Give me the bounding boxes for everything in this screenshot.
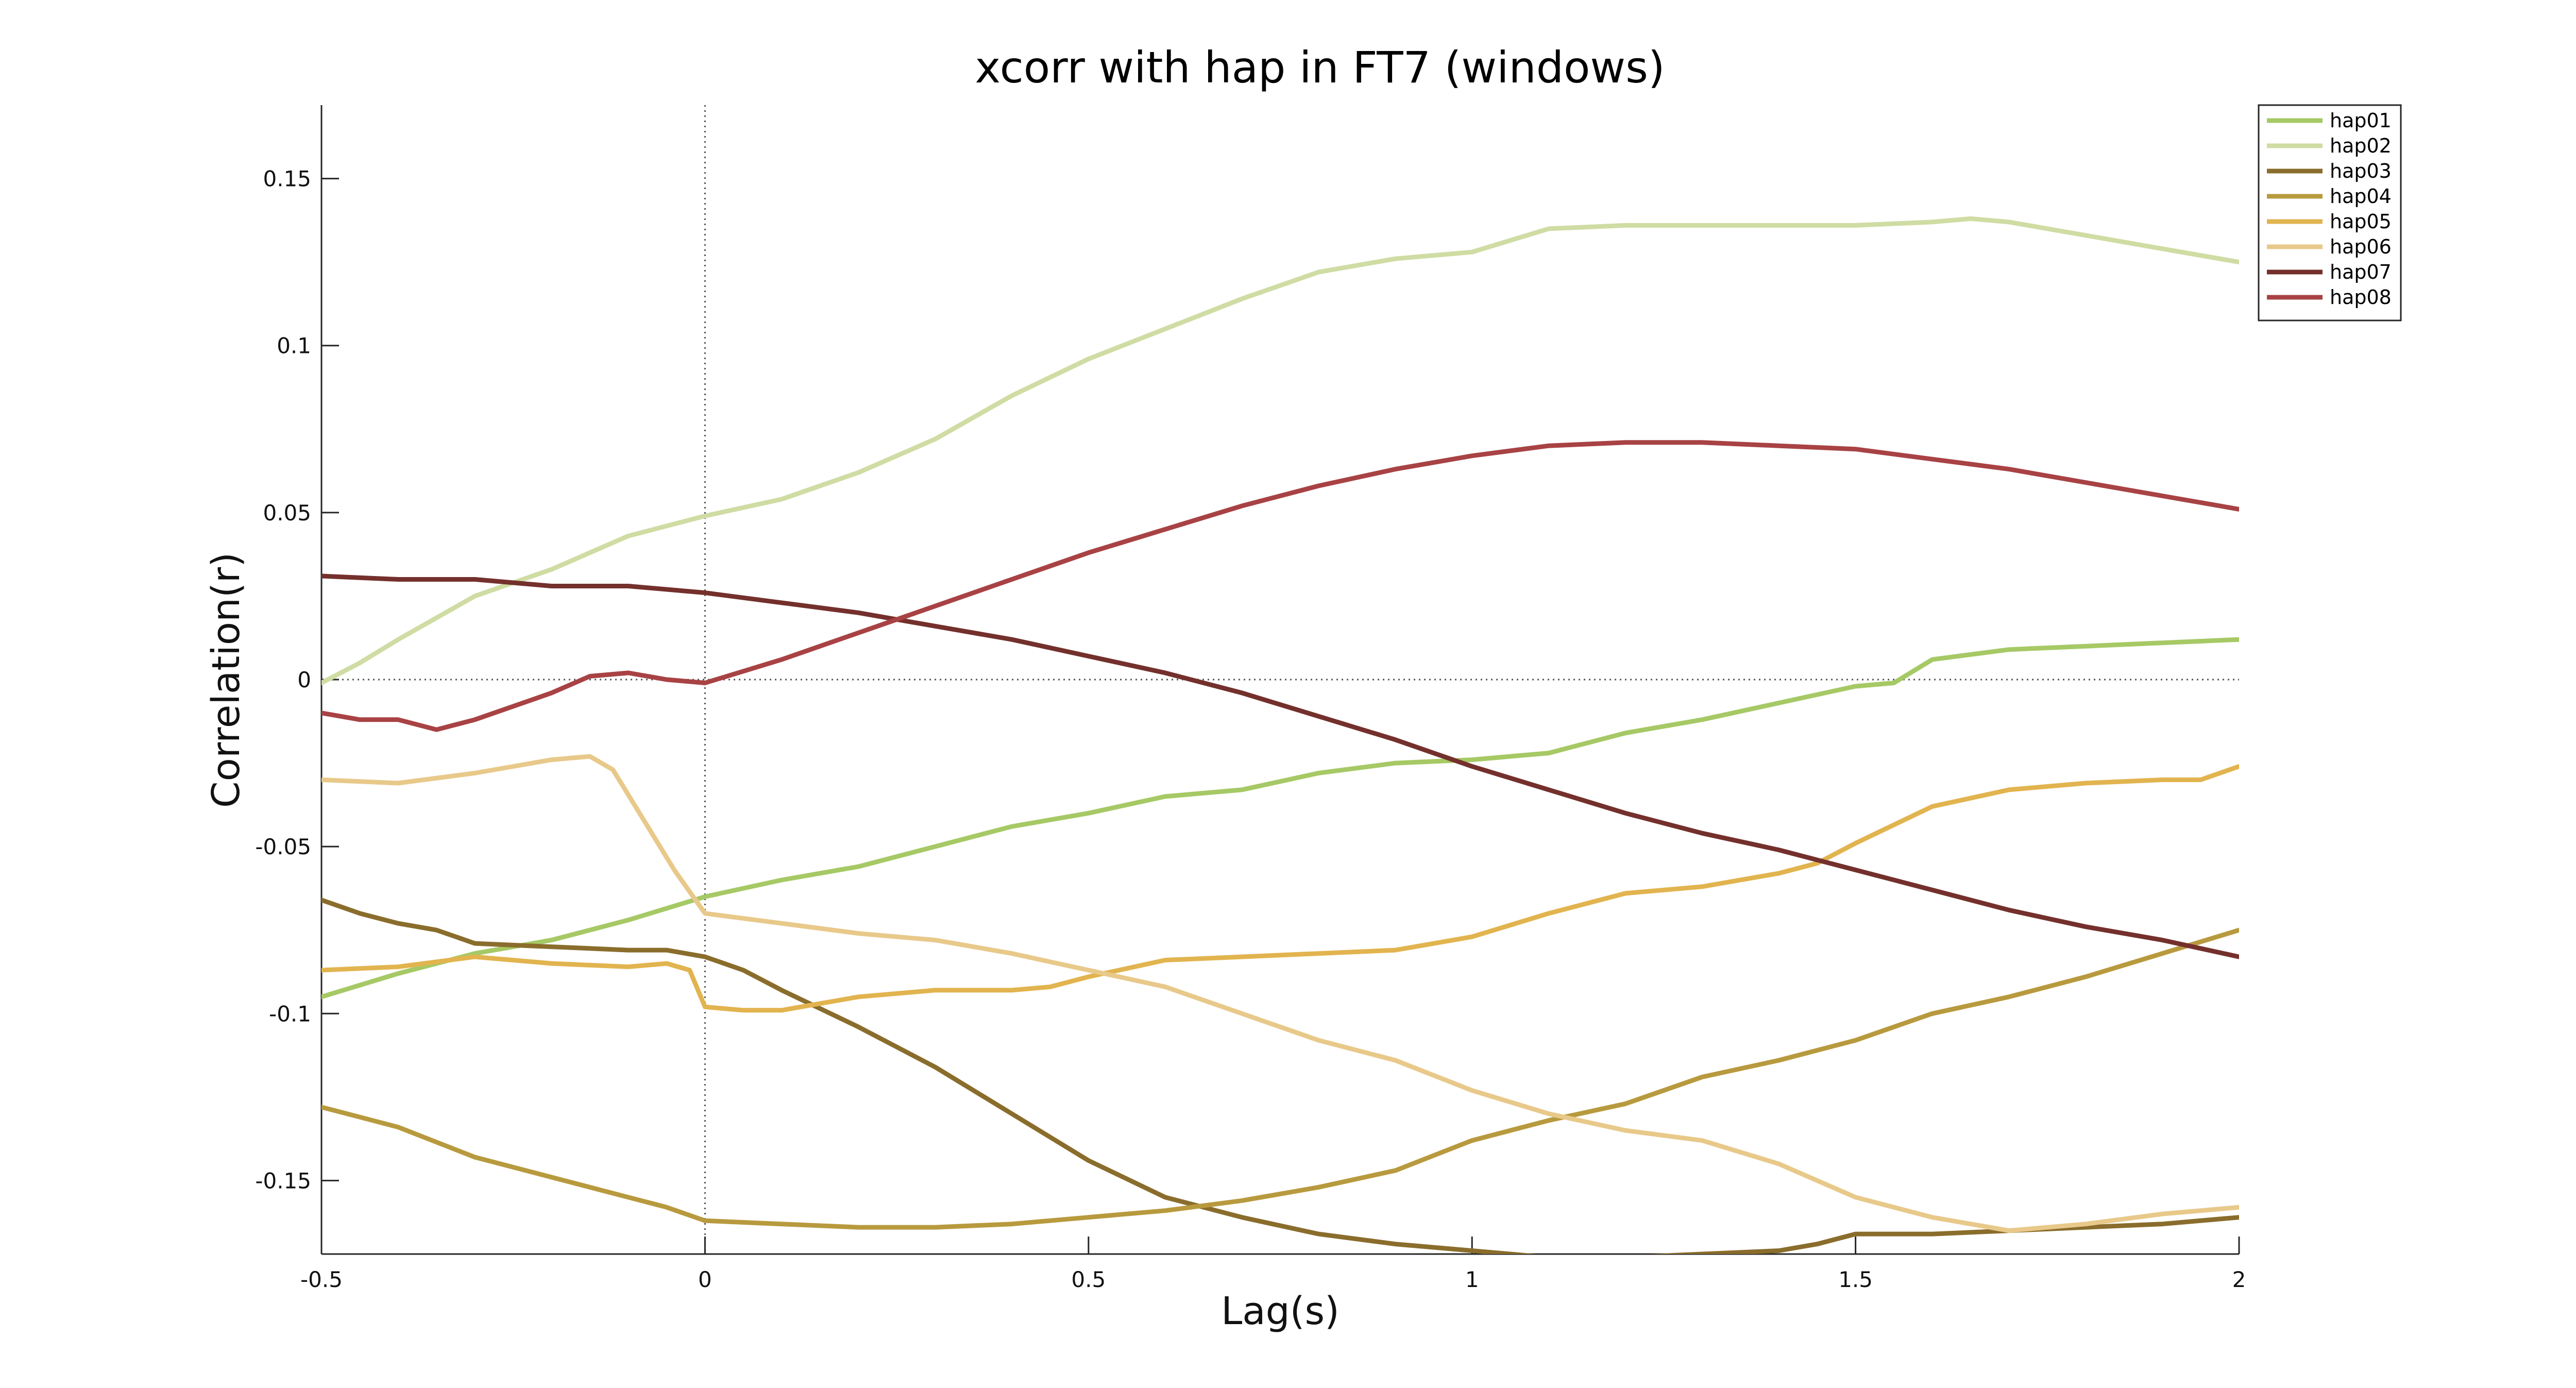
y-tick-label: 0.1 xyxy=(277,333,311,359)
series-line-hap01 xyxy=(321,637,2239,1000)
series-group xyxy=(321,216,2239,1254)
legend-label-hap07: hap07 xyxy=(2330,261,2392,283)
y-tick-label: -0.15 xyxy=(255,1168,311,1193)
y-tick-label: -0.05 xyxy=(255,834,311,859)
legend-label-hap01: hap01 xyxy=(2330,109,2392,132)
x-axis-label: Lag(s) xyxy=(1221,1289,1340,1333)
legend-label-hap06: hap06 xyxy=(2330,235,2392,258)
legend-label-hap04: hap04 xyxy=(2330,185,2392,208)
legend-label-hap05: hap05 xyxy=(2330,210,2392,233)
y-tick-label: -0.1 xyxy=(269,1001,311,1026)
series-line-hap08 xyxy=(321,440,2239,732)
series-line-hap07 xyxy=(321,573,2239,959)
x-tick-label: 1.5 xyxy=(1838,1267,1873,1292)
series-line-hap03 xyxy=(321,898,2239,1254)
y-axis-label: Correlation(r) xyxy=(204,552,248,808)
x-tick-label: 0.5 xyxy=(1071,1267,1106,1292)
x-tick-label: 0 xyxy=(698,1267,712,1292)
series-line-hap06 xyxy=(321,754,2239,1233)
legend-label-hap03: hap03 xyxy=(2330,160,2392,182)
legend-box xyxy=(2258,104,2402,321)
chart-title: xcorr with hap in FT7 (windows) xyxy=(975,42,1665,93)
series-line-hap02 xyxy=(321,216,2239,685)
series-line-hap05 xyxy=(321,764,2239,1013)
y-tick-label: 0 xyxy=(297,667,311,692)
legend-label-hap08: hap08 xyxy=(2330,286,2392,309)
legend-label-hap02: hap02 xyxy=(2330,134,2392,157)
y-tick-label: 0.05 xyxy=(263,500,311,526)
tick-labels: -0.5 0 0.5 1 1.5 2 -0.15 -0.1 -0.05 0 0.05 0.1 0.15 xyxy=(255,166,2246,1292)
x-tick-label: 1 xyxy=(1465,1267,1479,1292)
x-tick-label: 2 xyxy=(2232,1267,2246,1292)
series-line-hap04 xyxy=(321,927,2239,1230)
y-tick-label: 0.15 xyxy=(263,166,311,192)
x-tick-label: -0.5 xyxy=(300,1267,343,1292)
